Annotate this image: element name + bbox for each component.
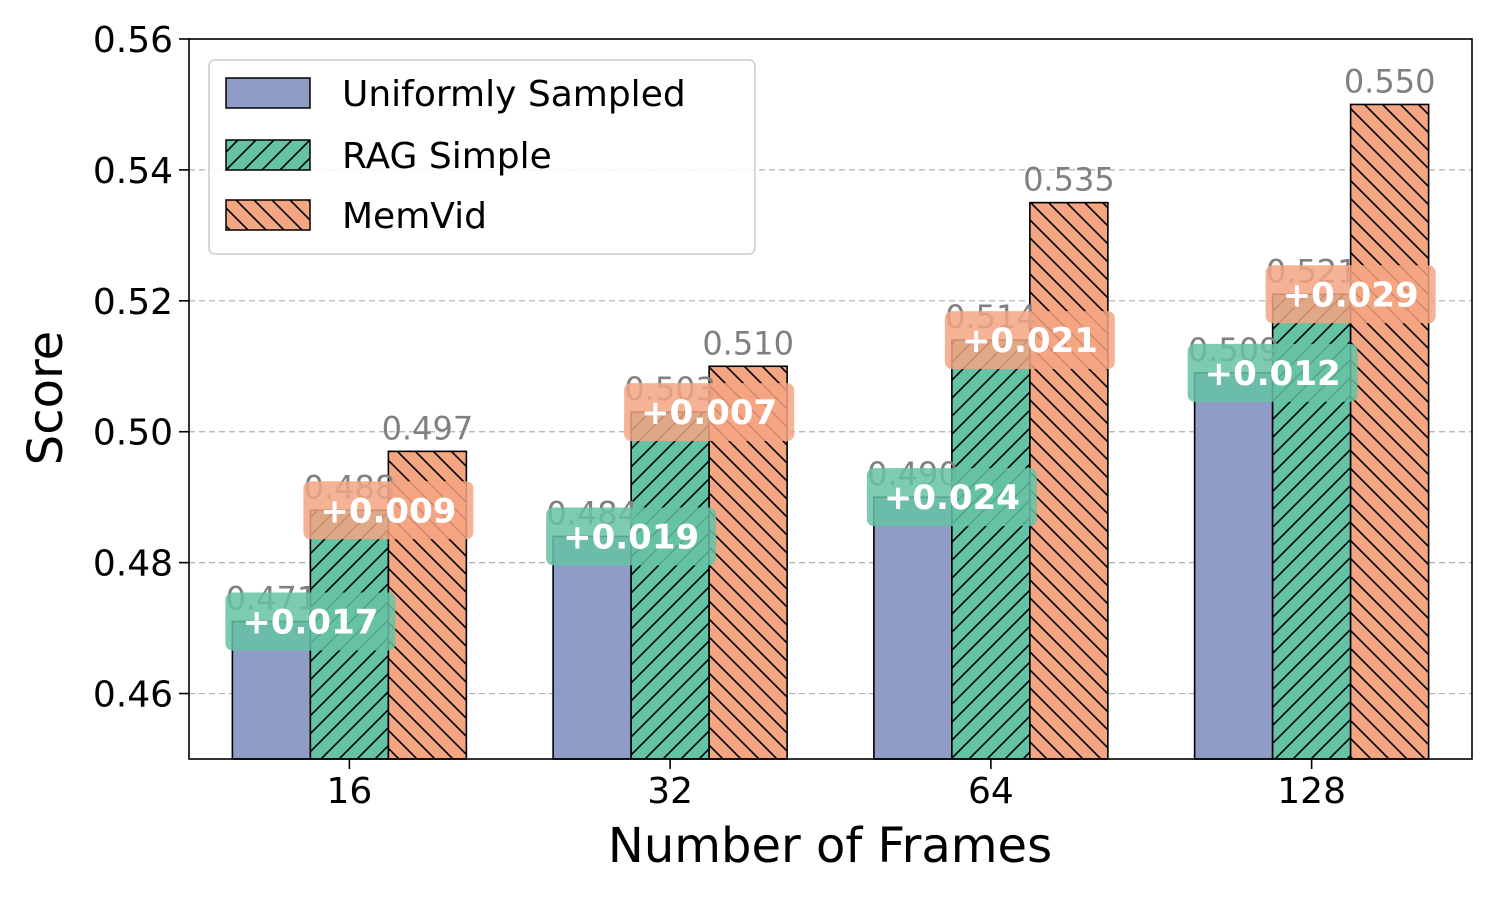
improvement-badge-bg [624, 383, 795, 442]
improvement-label: +0.024 [884, 478, 1020, 518]
bar-uniformly-sampled [552, 535, 632, 760]
improvement-label: +0.019 [563, 517, 699, 557]
x-tick-label: 16 [326, 771, 372, 812]
value-label: 0.497 [382, 409, 474, 447]
improvement-badge-bg [1265, 265, 1436, 324]
y-tick-label: 0.56 [93, 20, 173, 61]
legend-swatch-uniformly-sampled [225, 77, 311, 109]
improvement-badge-bg [944, 311, 1115, 370]
improvement-badges: +0.017 +0.009 +0.019 +0.007 +0.024 +0.021 +0.0… [225, 265, 1436, 651]
bar-memvid [1029, 201, 1109, 760]
bar-uniformly-sampled [873, 496, 953, 760]
improvement-badge-bg [1187, 343, 1358, 402]
improvement-label: +0.021 [962, 321, 1098, 361]
improvement-label: +0.012 [1205, 354, 1341, 394]
improvement-badge-bg [546, 507, 717, 566]
bar-memvid [1349, 103, 1430, 760]
improvement-badge: +0.007 [624, 383, 795, 442]
improvement-label: +0.017 [242, 603, 378, 643]
x-axis-title: Number of Frames [608, 818, 1052, 874]
improvement-badge: +0.021 [944, 311, 1115, 370]
y-tick-label: 0.54 [93, 151, 173, 192]
improvement-label: +0.007 [641, 393, 777, 433]
bar-rag-simple [630, 411, 710, 760]
y-tick-label: 0.48 [93, 544, 173, 585]
legend-swatch-rag-simple [225, 139, 311, 171]
legend-swatch-memvid [225, 199, 311, 231]
improvement-badge: +0.012 [1187, 343, 1358, 402]
improvement-badge-bg [225, 592, 396, 651]
improvement-label: +0.009 [320, 491, 456, 531]
improvement-badge: +0.017 [225, 592, 396, 651]
legend-frame [208, 59, 756, 255]
improvement-label: +0.029 [1283, 275, 1419, 315]
improvement-badge-bg [866, 468, 1037, 527]
y-tick-label: 0.46 [93, 675, 173, 716]
improvement-badge: +0.024 [866, 468, 1037, 527]
axes: 0.46 0.48 0.50 0.52 0.54 0.56 16 32 64 128 [93, 20, 1346, 812]
x-tick-label: 128 [1277, 771, 1346, 812]
legend: Uniformly Sampled RAG Simple MemVid [208, 59, 756, 255]
y-axis-title: Score [18, 331, 74, 465]
improvement-badge: +0.009 [303, 481, 474, 540]
improvement-badge: +0.019 [546, 507, 717, 566]
legend-label-rag-simple: RAG Simple [342, 136, 552, 177]
improvement-badge: +0.029 [1265, 265, 1436, 324]
legend-label-uniformly-sampled: Uniformly Sampled [342, 74, 686, 115]
x-tick-label: 64 [968, 771, 1014, 812]
y-tick-label: 0.52 [93, 282, 173, 323]
improvement-badge-bg [303, 481, 474, 540]
value-label: 0.535 [1023, 161, 1115, 199]
value-label: 0.550 [1344, 62, 1436, 100]
legend-label-memvid: MemVid [342, 196, 487, 237]
y-tick-label: 0.50 [93, 413, 173, 454]
x-tick-label: 32 [647, 771, 693, 812]
plot-frame [188, 38, 1473, 760]
bar-uniformly-sampled [1193, 372, 1274, 760]
bar-rag-simple [951, 339, 1031, 760]
value-label: 0.510 [702, 324, 794, 362]
